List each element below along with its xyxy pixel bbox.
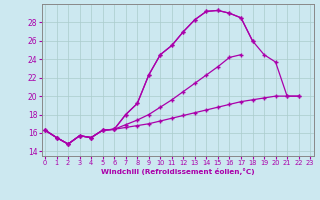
- X-axis label: Windchill (Refroidissement éolien,°C): Windchill (Refroidissement éolien,°C): [101, 168, 254, 175]
